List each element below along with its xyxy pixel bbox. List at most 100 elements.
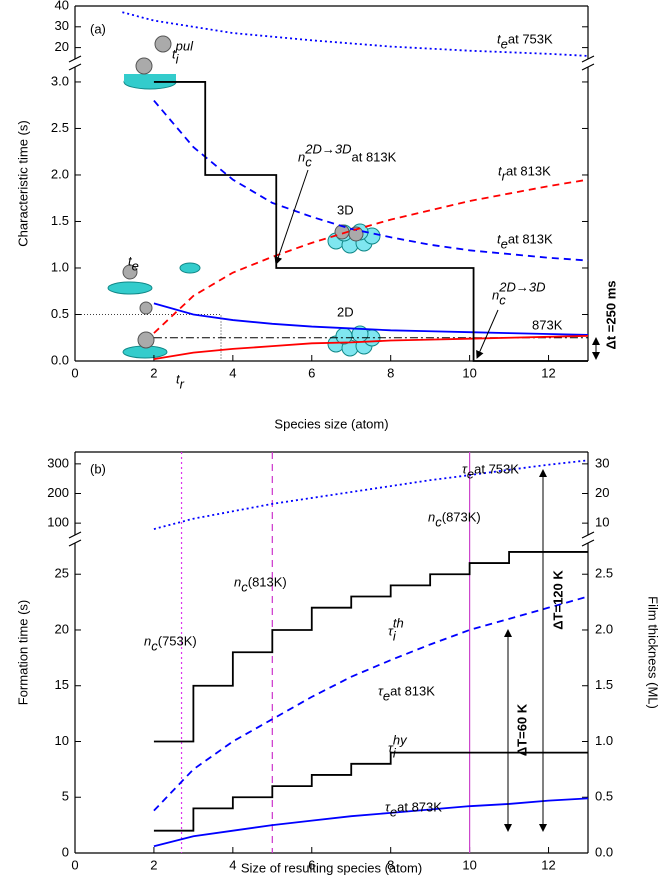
series-line xyxy=(153,751,588,832)
y-tick-label: 2.5 xyxy=(595,566,613,581)
annotation-sub: r xyxy=(502,168,507,183)
x-tick-label: 4 xyxy=(229,857,236,872)
annotation-rest: at 813K xyxy=(390,683,435,698)
y-tick-label: 300 xyxy=(47,455,69,470)
series-line xyxy=(153,595,589,812)
annotation-symbol: τ xyxy=(378,683,384,698)
annotation-symbol: t xyxy=(497,231,502,246)
x-tick-label: 12 xyxy=(541,365,555,380)
annotation-rest: at 813K xyxy=(351,149,396,164)
annotation-symbol: τ xyxy=(388,740,394,755)
annotation-sup: th xyxy=(393,615,404,630)
y-tick-label: 5 xyxy=(62,789,69,804)
axis-break xyxy=(68,55,82,71)
y-tick-label: 1.5 xyxy=(595,677,613,692)
x-axis-label: Size of resulting species (atom) xyxy=(241,860,422,875)
arrow xyxy=(274,169,309,265)
axis-break xyxy=(581,531,595,547)
annotation-sub: e xyxy=(501,36,508,51)
y-tick-label: 15 xyxy=(55,677,69,692)
series-line xyxy=(153,551,588,743)
annotation-sub: c xyxy=(305,154,312,169)
x-tick-label: 0 xyxy=(71,857,78,872)
annotation-sub: c xyxy=(151,638,158,653)
series-line xyxy=(153,797,589,848)
annotation-symbol: t xyxy=(498,163,503,178)
y-tick-label: 0.5 xyxy=(595,789,613,804)
guide-line xyxy=(75,314,222,361)
annotation-sub: i xyxy=(176,51,180,66)
annotation-symbol: t xyxy=(176,371,181,386)
delta-label: Δt =250 ms xyxy=(603,281,618,350)
x-tick-label: 4 xyxy=(229,365,236,380)
annotation-sub: e xyxy=(383,688,390,703)
annotation-rest: (873K) xyxy=(442,509,481,524)
y-tick-label: 20 xyxy=(55,621,69,636)
annotation: (a) xyxy=(90,21,106,36)
annotation-symbol: τ xyxy=(388,623,394,638)
y-tick-label: 2.0 xyxy=(51,166,69,181)
y-tick-label: 100 xyxy=(47,515,69,530)
icons xyxy=(107,35,381,359)
annotation-symbol: n xyxy=(298,149,305,164)
delta-label: ΔT=120 K xyxy=(550,570,565,630)
annotation-sup: 2D→3D xyxy=(498,279,545,294)
x-tick-label: 8 xyxy=(387,857,394,872)
x-tick-label: 10 xyxy=(462,857,476,872)
y-tick-label: 30 xyxy=(55,18,69,33)
y-tick-label: 0 xyxy=(62,844,69,859)
series-line xyxy=(122,11,589,57)
y-tick-label: 1.0 xyxy=(595,733,613,748)
annotation-rest: at 813K xyxy=(506,163,551,178)
x-tick-label: 10 xyxy=(462,365,476,380)
y-tick-label: 20 xyxy=(595,485,609,500)
series-line xyxy=(153,81,588,362)
y-tick-label: 2.0 xyxy=(595,621,613,636)
annotation-sub: r xyxy=(180,376,185,391)
annotation-sub: c xyxy=(499,292,506,307)
annotation-symbol: τ xyxy=(462,461,468,476)
annotation-symbol: n xyxy=(234,574,241,589)
x-tick-label: 2 xyxy=(150,857,157,872)
y-tick-label: 0.0 xyxy=(595,844,613,859)
y-tick-label: 2.5 xyxy=(51,120,69,135)
x-tick-label: 2 xyxy=(150,365,157,380)
annotation-sub: i xyxy=(393,628,397,643)
x-axis-label: Species size (atom) xyxy=(274,416,388,431)
x-tick-label: 0 xyxy=(71,365,78,380)
annotation-symbol: t xyxy=(172,46,177,61)
annotation-sub: e xyxy=(132,258,139,273)
annotation-sup: hy xyxy=(393,732,408,747)
y-tick-label: 0.5 xyxy=(51,306,69,321)
x-tick-label: 6 xyxy=(308,857,315,872)
y-tick-label: 25 xyxy=(55,566,69,581)
y-axis-label: Characteristic time (s) xyxy=(15,120,30,246)
annotation-sub: c xyxy=(435,514,442,529)
y-tick-label: 0.0 xyxy=(51,352,69,367)
annotation-sub: e xyxy=(501,236,508,251)
annotation-sub: e xyxy=(390,804,397,819)
x-tick-label: 6 xyxy=(308,365,315,380)
y-tick-label: 10 xyxy=(55,733,69,748)
delta-label: ΔT=60 K xyxy=(514,703,529,756)
series-line xyxy=(153,178,589,334)
annotation: 2D xyxy=(337,304,354,319)
x-tick-label: 12 xyxy=(541,857,555,872)
series-line xyxy=(153,334,589,361)
annotation-sub: i xyxy=(393,745,397,760)
annotation-symbol: t xyxy=(497,31,502,46)
y-tick-label: 30 xyxy=(595,455,609,470)
annotation: 873K xyxy=(532,317,563,332)
annotation-symbol: τ xyxy=(385,799,391,814)
annotation-rest: at 813K xyxy=(508,231,553,246)
annotation-symbol: t xyxy=(128,253,133,268)
y-tick-label: 1.5 xyxy=(51,213,69,228)
axis-break xyxy=(68,531,82,547)
y-tick-label: 3.0 xyxy=(51,73,69,88)
axis-break xyxy=(581,55,595,71)
y-tick-label: 20 xyxy=(55,39,69,54)
arrow xyxy=(476,309,499,359)
annotation-sub: e xyxy=(467,466,474,481)
annotation: 3D xyxy=(337,202,354,217)
